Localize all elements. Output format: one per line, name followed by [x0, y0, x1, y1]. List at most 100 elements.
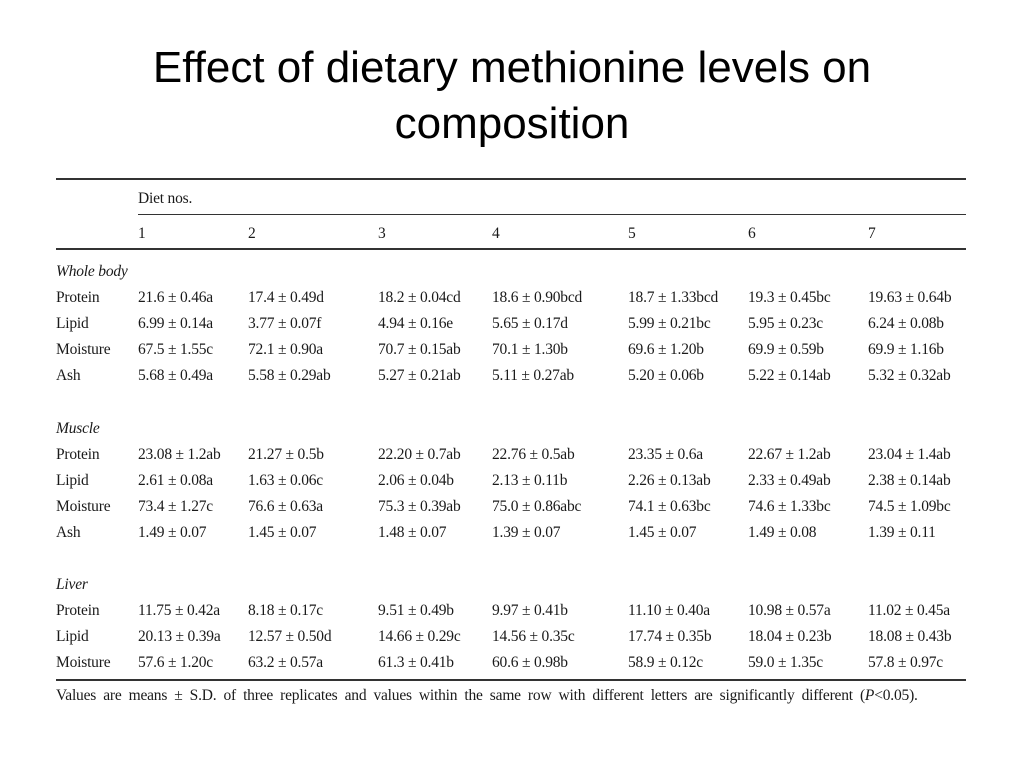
- table-cell: 21.6 ± 0.46a: [138, 289, 213, 306]
- table-cell: 17.74 ± 0.35b: [628, 628, 712, 645]
- table-cell: 9.51 ± 0.49b: [378, 602, 454, 619]
- table-cell: 70.1 ± 1.30b: [492, 341, 568, 358]
- table-cell: 23.04 ± 1.4ab: [868, 446, 951, 463]
- row-label: Lipid: [56, 472, 89, 489]
- section-label: Whole body: [56, 263, 128, 280]
- table-cell: 58.9 ± 0.12c: [628, 654, 703, 671]
- row-label: Protein: [56, 446, 100, 463]
- table-cell: 17.4 ± 0.49d: [248, 289, 324, 306]
- table-cell: 72.1 ± 0.90a: [248, 341, 323, 358]
- table-cell: 5.22 ± 0.14ab: [748, 367, 831, 384]
- table-cell: 76.6 ± 0.63a: [248, 498, 323, 515]
- table-cell: 19.63 ± 0.64b: [868, 289, 952, 306]
- diet-group-header: Diet nos.: [138, 190, 193, 207]
- table-cell: 70.7 ± 0.15ab: [378, 341, 461, 358]
- table-cell: 5.95 ± 0.23c: [748, 315, 823, 332]
- table-cell: 18.7 ± 1.33bcd: [628, 289, 719, 306]
- diet-column-header: 5: [628, 225, 636, 242]
- table-cell: 2.26 ± 0.13ab: [628, 472, 711, 489]
- table-cell: 5.68 ± 0.49a: [138, 367, 213, 384]
- table-bottom-rule: [56, 679, 966, 681]
- table-cell: 69.6 ± 1.20b: [628, 341, 704, 358]
- table-cell: 5.58 ± 0.29ab: [248, 367, 331, 384]
- diet-column-header: 3: [378, 225, 386, 242]
- table-cell: 74.5 ± 1.09bc: [868, 498, 951, 515]
- row-label: Moisture: [56, 498, 111, 515]
- row-label: Ash: [56, 524, 81, 541]
- diet-column-header: 1: [138, 225, 146, 242]
- table-cell: 22.67 ± 1.2ab: [748, 446, 831, 463]
- table-cell: 19.3 ± 0.45bc: [748, 289, 831, 306]
- table-cell: 69.9 ± 0.59b: [748, 341, 824, 358]
- section-label: Muscle: [56, 420, 100, 437]
- table-cell: 63.2 ± 0.57a: [248, 654, 323, 671]
- footnote-threshold: <0.05).: [874, 687, 918, 704]
- row-label: Protein: [56, 602, 100, 619]
- table-cell: 22.76 ± 0.5ab: [492, 446, 575, 463]
- table-cell: 9.97 ± 0.41b: [492, 602, 568, 619]
- table-cell: 21.27 ± 0.5b: [248, 446, 324, 463]
- table-cell: 5.32 ± 0.32ab: [868, 367, 951, 384]
- slide-title-line-1: Effect of dietary methionine levels on: [152, 43, 872, 92]
- table-cell: 18.2 ± 0.04cd: [378, 289, 461, 306]
- table-cell: 1.49 ± 0.08: [748, 524, 817, 541]
- table-footnote: Values are means ± S.D. of three replica…: [56, 686, 918, 706]
- table-cell: 1.45 ± 0.07: [248, 524, 317, 541]
- table-cell: 3.77 ± 0.07f: [248, 315, 322, 332]
- diet-column-header: 2: [248, 225, 256, 242]
- table-cell: 11.75 ± 0.42a: [138, 602, 220, 619]
- table-cell: 1.39 ± 0.11: [868, 524, 936, 541]
- table-cell: 12.57 ± 0.50d: [248, 628, 332, 645]
- table-cell: 57.6 ± 1.20c: [138, 654, 213, 671]
- table-cell: 2.38 ± 0.14ab: [868, 472, 951, 489]
- table-cell: 1.45 ± 0.07: [628, 524, 697, 541]
- table-cell: 2.61 ± 0.08a: [138, 472, 213, 489]
- table-cell: 74.6 ± 1.33bc: [748, 498, 831, 515]
- row-label: Ash: [56, 367, 81, 384]
- table-top-rule: [56, 178, 966, 180]
- table-cell: 14.66 ± 0.29c: [378, 628, 461, 645]
- diet-column-header: 6: [748, 225, 756, 242]
- row-label: Moisture: [56, 654, 111, 671]
- table-cell: 2.13 ± 0.11b: [492, 472, 568, 489]
- table-cell: 5.99 ± 0.21bc: [628, 315, 711, 332]
- diet-header-rule: [138, 214, 966, 215]
- table-cell: 1.49 ± 0.07: [138, 524, 207, 541]
- table-cell: 22.20 ± 0.7ab: [378, 446, 461, 463]
- table-cell: 60.6 ± 0.98b: [492, 654, 568, 671]
- table-cell: 10.98 ± 0.57a: [748, 602, 831, 619]
- table-cell: 75.3 ± 0.39ab: [378, 498, 461, 515]
- table-cell: 23.35 ± 0.6a: [628, 446, 703, 463]
- table-cell: 73.4 ± 1.27c: [138, 498, 213, 515]
- table-cell: 5.27 ± 0.21ab: [378, 367, 461, 384]
- table-cell: 5.11 ± 0.27ab: [492, 367, 574, 384]
- table-cell: 5.65 ± 0.17d: [492, 315, 568, 332]
- table-cell: 6.24 ± 0.08b: [868, 315, 944, 332]
- table-cell: 61.3 ± 0.41b: [378, 654, 454, 671]
- table-cell: 1.48 ± 0.07: [378, 524, 447, 541]
- table-cell: 74.1 ± 0.63bc: [628, 498, 711, 515]
- slide-title: Effect of dietary methionine levels on c…: [0, 40, 1024, 152]
- footnote-p-symbol: P: [864, 687, 875, 704]
- row-label: Protein: [56, 289, 100, 306]
- composition-table: Diet nos. Values are means ± S.D. of thr…: [56, 178, 966, 718]
- diet-column-header: 4: [492, 225, 500, 242]
- row-label: Lipid: [56, 628, 89, 645]
- row-label: Moisture: [56, 341, 111, 358]
- table-cell: 69.9 ± 1.16b: [868, 341, 944, 358]
- table-cell: 18.08 ± 0.43b: [868, 628, 952, 645]
- table-cell: 1.39 ± 0.07: [492, 524, 561, 541]
- table-cell: 8.18 ± 0.17c: [248, 602, 323, 619]
- table-cell: 75.0 ± 0.86abc: [492, 498, 582, 515]
- row-label: Lipid: [56, 315, 89, 332]
- table-cell: 1.63 ± 0.06c: [248, 472, 323, 489]
- table-cell: 23.08 ± 1.2ab: [138, 446, 221, 463]
- table-cell: 57.8 ± 0.97c: [868, 654, 943, 671]
- table-cell: 4.94 ± 0.16e: [378, 315, 453, 332]
- table-header-rule: [56, 248, 966, 250]
- diet-column-header: 7: [868, 225, 876, 242]
- table-cell: 67.5 ± 1.55c: [138, 341, 213, 358]
- table-cell: 18.04 ± 0.23b: [748, 628, 832, 645]
- section-label: Liver: [56, 576, 88, 593]
